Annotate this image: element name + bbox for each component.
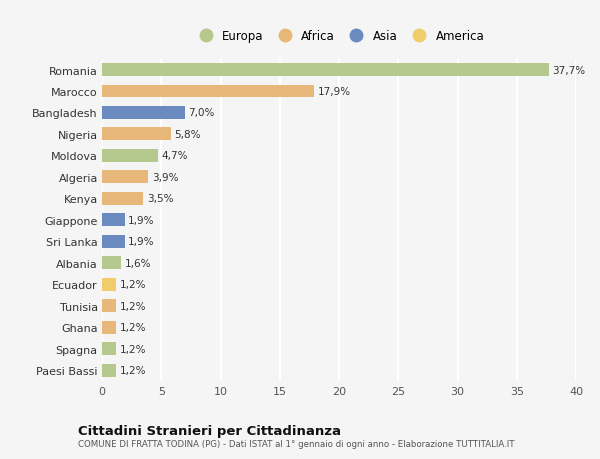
Text: 17,9%: 17,9%	[317, 87, 351, 97]
Text: Cittadini Stranieri per Cittadinanza: Cittadini Stranieri per Cittadinanza	[78, 424, 341, 437]
Text: COMUNE DI FRATTA TODINA (PG) - Dati ISTAT al 1° gennaio di ogni anno - Elaborazi: COMUNE DI FRATTA TODINA (PG) - Dati ISTA…	[78, 439, 515, 448]
Text: 1,6%: 1,6%	[125, 258, 151, 268]
Bar	[102, 342, 116, 355]
Text: 1,9%: 1,9%	[128, 237, 155, 247]
Bar	[102, 214, 125, 227]
Text: 1,2%: 1,2%	[120, 301, 146, 311]
Bar	[102, 257, 121, 269]
Text: 37,7%: 37,7%	[553, 65, 586, 75]
Text: 3,9%: 3,9%	[152, 173, 178, 183]
Text: 1,2%: 1,2%	[120, 365, 146, 375]
Text: 4,7%: 4,7%	[161, 151, 188, 161]
Bar	[102, 364, 116, 377]
Text: 1,2%: 1,2%	[120, 322, 146, 332]
Bar	[102, 300, 116, 313]
Bar	[102, 171, 148, 184]
Bar	[102, 235, 125, 248]
Bar	[102, 107, 185, 120]
Bar	[102, 64, 549, 77]
Bar	[102, 128, 171, 141]
Text: 1,2%: 1,2%	[120, 344, 146, 354]
Bar	[102, 278, 116, 291]
Bar	[102, 85, 314, 98]
Bar	[102, 150, 158, 162]
Text: 5,8%: 5,8%	[174, 129, 201, 140]
Legend: Europa, Africa, Asia, America: Europa, Africa, Asia, America	[194, 30, 484, 43]
Bar	[102, 192, 143, 205]
Text: 3,5%: 3,5%	[147, 194, 173, 204]
Bar	[102, 321, 116, 334]
Text: 7,0%: 7,0%	[188, 108, 215, 118]
Text: 1,9%: 1,9%	[128, 215, 155, 225]
Text: 1,2%: 1,2%	[120, 280, 146, 290]
